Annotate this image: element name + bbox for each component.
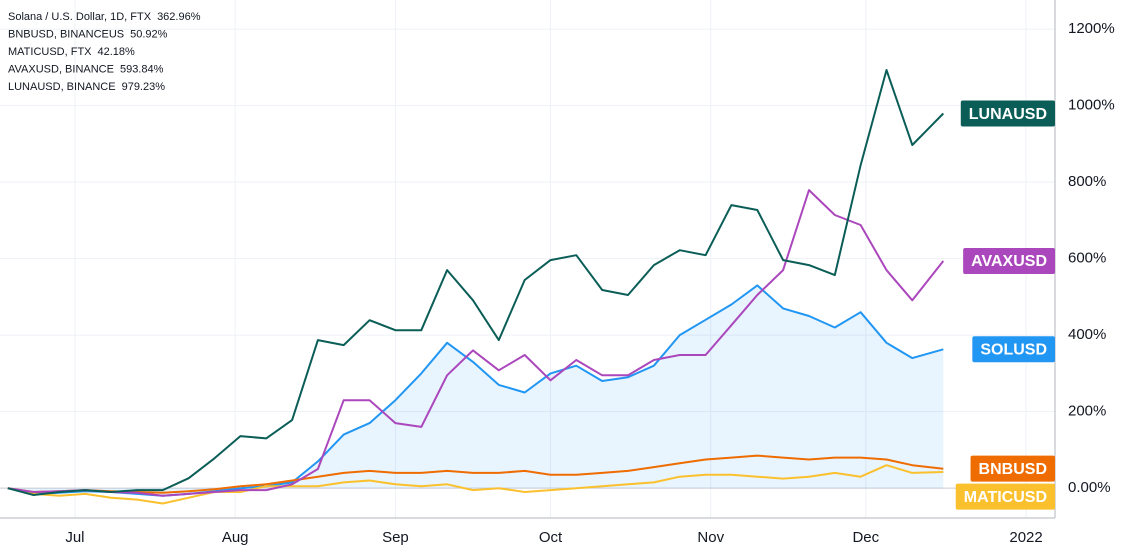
y-tick-label: 400%: [1068, 326, 1106, 343]
badge-label: SOLUSD: [980, 342, 1047, 359]
y-tick-label: 1200%: [1068, 20, 1115, 37]
area: [7, 285, 944, 496]
series-badge: SOLUSD: [972, 336, 1055, 363]
badge-label: LUNAUSD: [969, 106, 1047, 123]
series-badge: BNBUSD: [970, 455, 1055, 482]
x-tick-label: Oct: [539, 529, 563, 546]
legend-name: MATICUSD, FTX: [8, 46, 92, 58]
badge-bg: [960, 100, 1055, 127]
y-tick-label: 200%: [1068, 403, 1106, 420]
x-tick-label: Nov: [697, 529, 724, 546]
line: [7, 454, 944, 494]
legend-value: 50.92%: [130, 28, 168, 40]
badge-label: AVAXUSD: [971, 253, 1047, 270]
badge-label: BNBUSD: [979, 461, 1047, 478]
legend-name: BNBUSD, BINANCEUS: [8, 28, 124, 40]
x-tick-label: Aug: [222, 529, 249, 546]
legend-name: Solana / U.S. Dollar, 1D, FTX: [8, 11, 152, 23]
x-tick-label: Dec: [852, 529, 879, 546]
line: [7, 189, 945, 497]
y-tick-label: 600%: [1068, 250, 1106, 267]
series-badge: LUNAUSD: [960, 100, 1055, 127]
line: [7, 464, 944, 505]
badge-bg: [955, 483, 1055, 510]
x-tick-label: 2022: [1009, 529, 1042, 546]
badge-bg: [970, 455, 1055, 482]
legend-value: 42.18%: [98, 46, 136, 58]
legend-value: 979.23%: [122, 81, 166, 93]
x-tick-label: Sep: [382, 529, 409, 546]
legend-name: LUNAUSD, BINANCE: [8, 81, 116, 93]
badge-bg: [972, 336, 1055, 363]
legend-name: AVAXUSD, BINANCE: [8, 63, 114, 75]
series-badge: AVAXUSD: [963, 247, 1055, 274]
badge-bg: [963, 247, 1055, 274]
badge-label: MATICUSD: [964, 489, 1047, 506]
y-tick-label: 800%: [1068, 173, 1106, 190]
line: [7, 69, 945, 496]
x-tick-label: Jul: [65, 529, 84, 546]
series-badge: MATICUSD: [955, 483, 1055, 510]
legend-value: 593.84%: [120, 63, 164, 75]
y-tick-label: 1000%: [1068, 97, 1115, 114]
y-tick-label: 0.00%: [1068, 479, 1111, 496]
legend-value: 362.96%: [157, 11, 201, 23]
